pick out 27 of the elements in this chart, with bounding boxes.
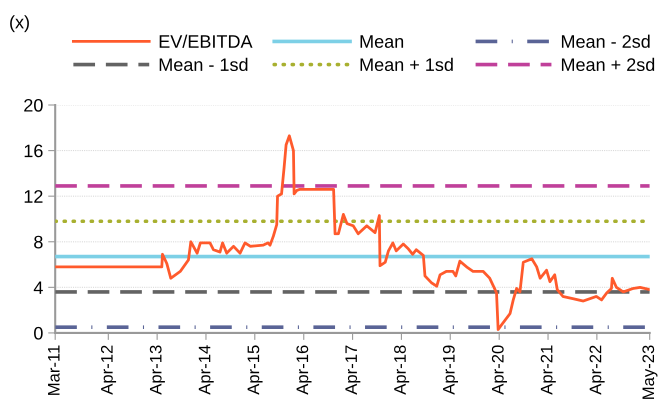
x-tick-label: Apr-22 <box>590 346 605 395</box>
x-tick-label: Apr-20 <box>492 345 507 395</box>
x-tick-label: Apr-17 <box>345 346 360 395</box>
x-tick-label: Apr-13 <box>150 345 165 395</box>
x-tick-label: Mar-11 <box>48 346 60 395</box>
y-tick-label: 16 <box>24 144 43 158</box>
x-tick-label: Apr-16 <box>296 345 312 395</box>
y-tick-label: 0 <box>34 326 43 340</box>
legend-label: Mean <box>360 35 404 48</box>
legend-label: Mean + 2sd <box>562 58 654 72</box>
y-tick-label: 8 <box>34 236 43 248</box>
x-tick-label: Apr-19 <box>442 346 458 395</box>
y-tick-label: 4 <box>34 281 43 294</box>
legend-label: Mean - 2sd <box>562 34 650 48</box>
legend-label: Mean + 1sd <box>360 58 453 72</box>
y-tick-label: 20 <box>24 98 43 112</box>
x-tick-label: Apr-21 <box>540 346 556 395</box>
x-tick-label: Apr-18 <box>394 345 410 395</box>
x-tick-label: Apr-15 <box>248 345 263 395</box>
line-series <box>55 134 650 331</box>
x-tick-label: Apr-12 <box>100 346 116 395</box>
y-axis-title: (x) <box>10 15 29 32</box>
x-tick-label: Apr-14 <box>198 345 214 395</box>
legend-label: Mean - 1sd <box>160 58 248 72</box>
x-tick-label: May-23 <box>642 345 658 399</box>
legend-label: EV/EBITDA <box>160 34 253 48</box>
y-tick-label: 12 <box>24 190 42 203</box>
